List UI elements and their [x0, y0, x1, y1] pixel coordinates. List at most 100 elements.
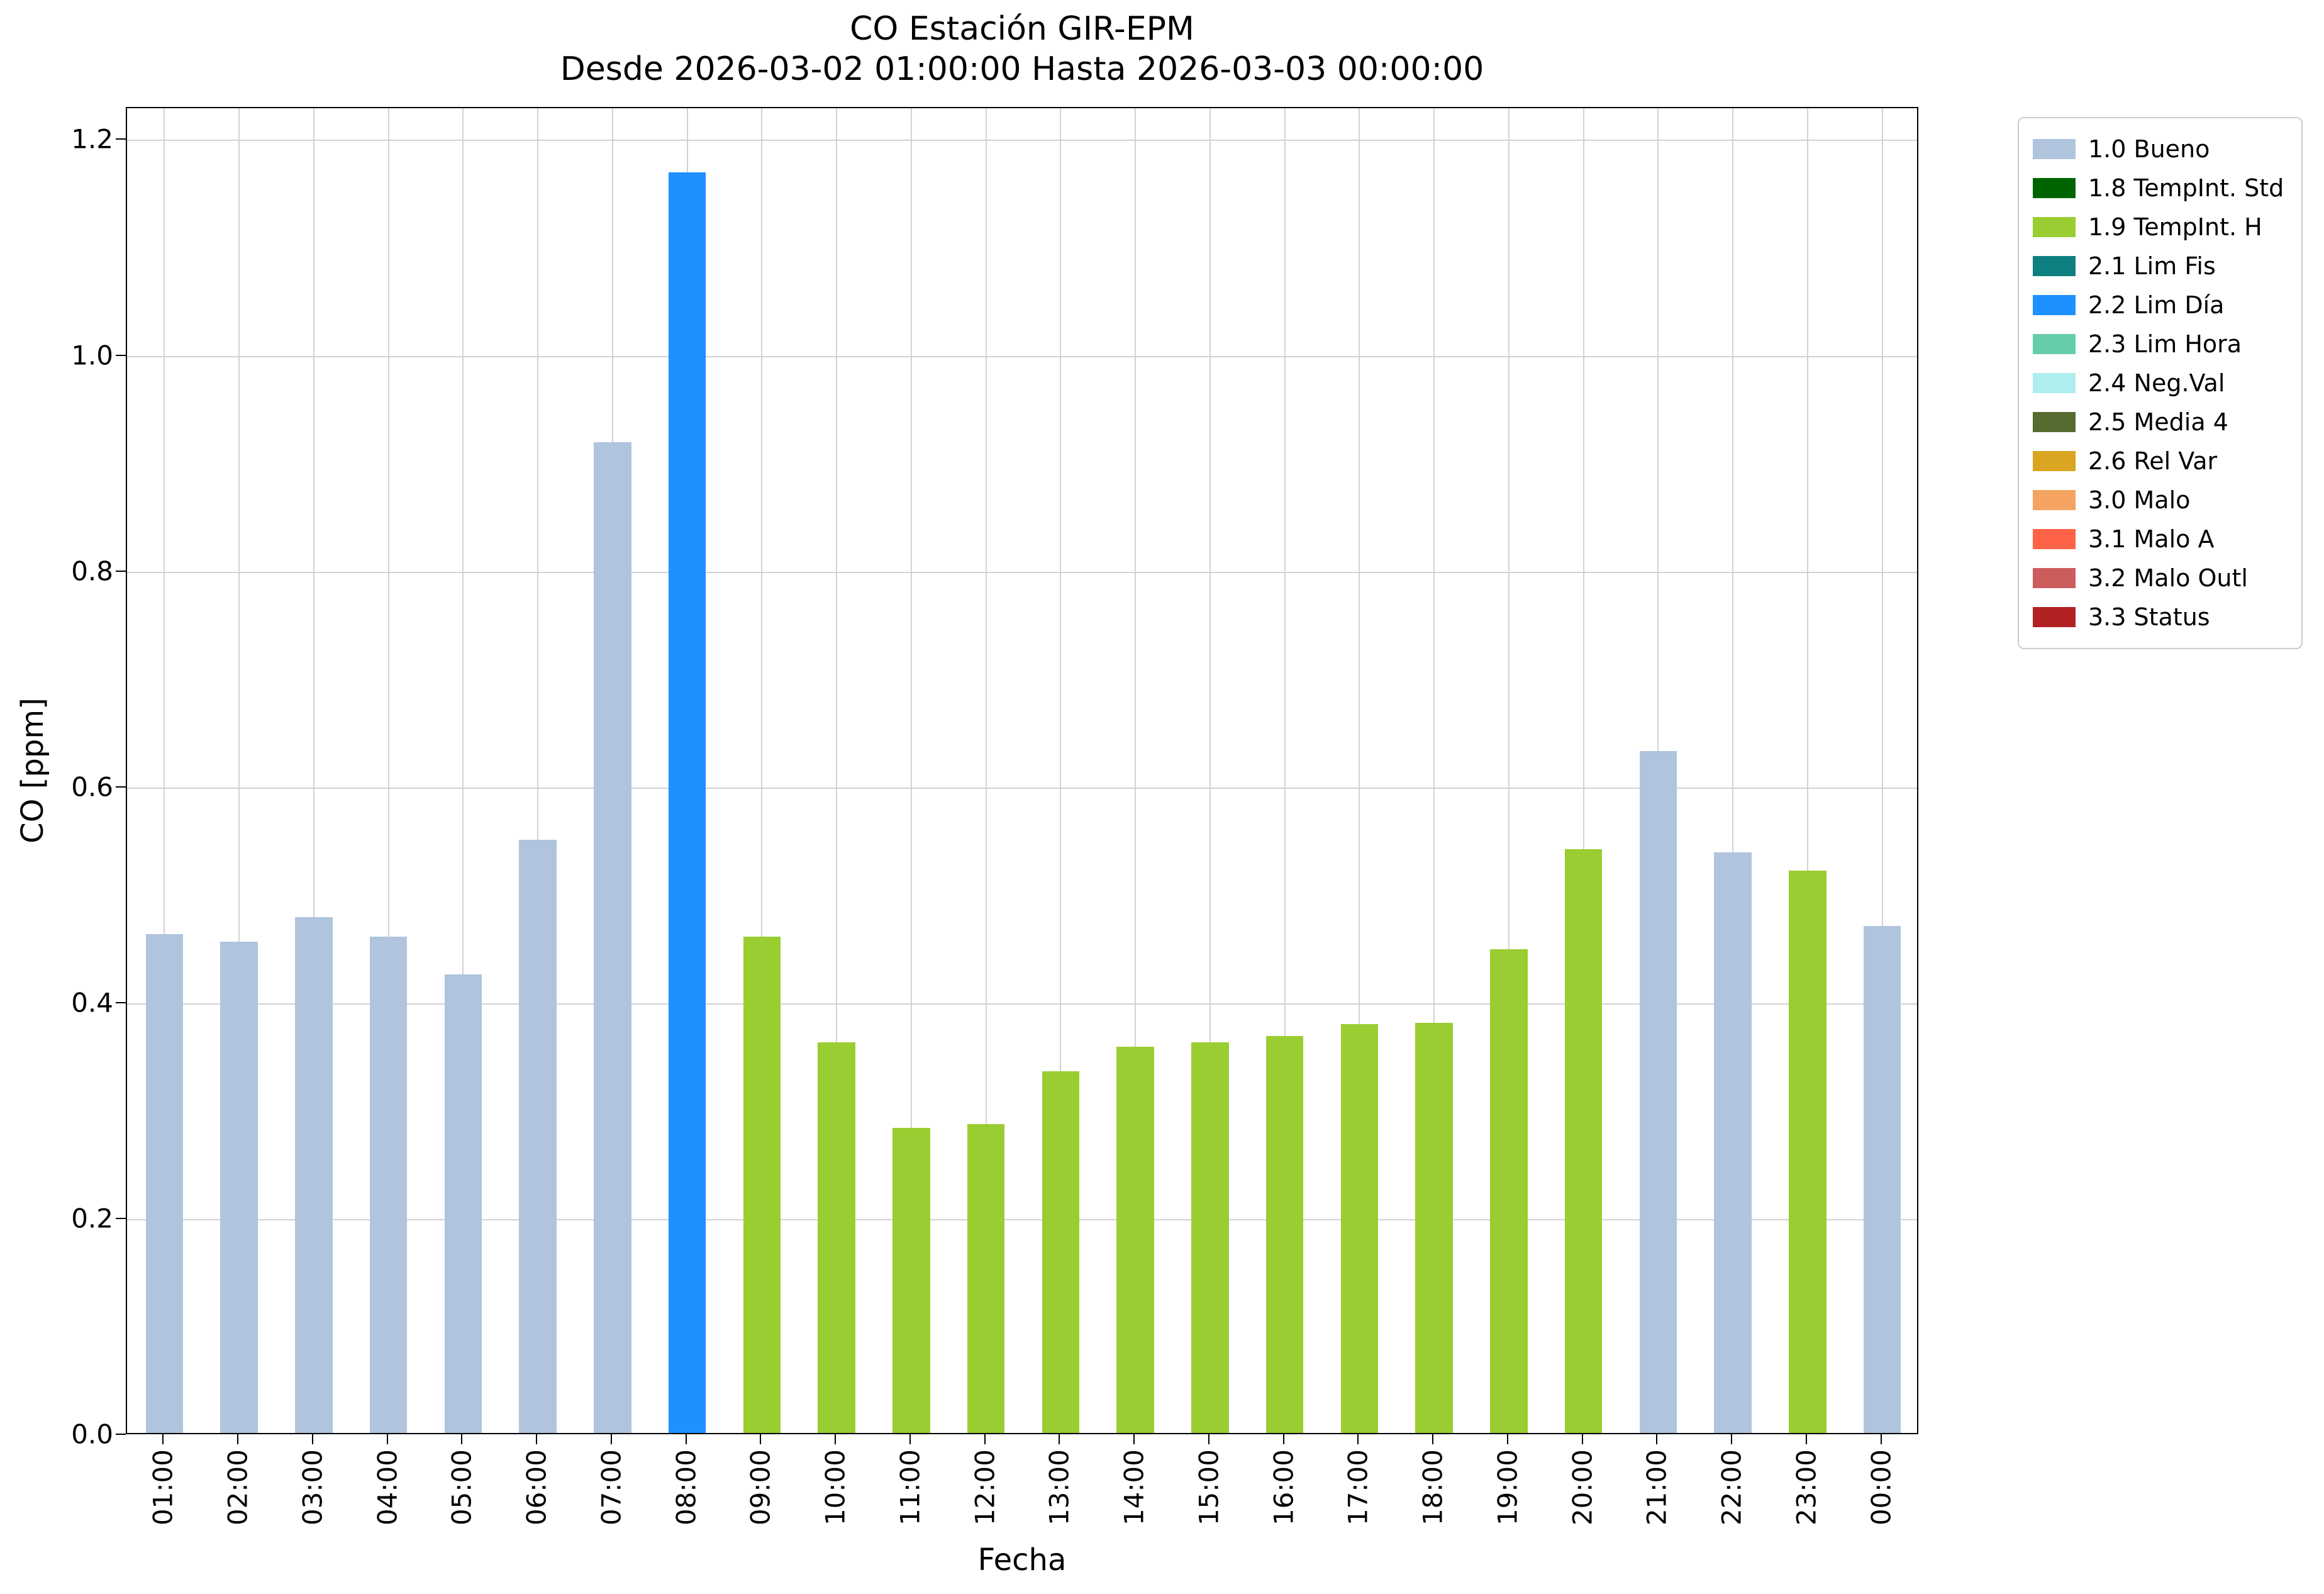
tempint_std-swatch	[2033, 178, 2076, 198]
malo_a-swatch	[2033, 529, 2076, 549]
media_4-swatch	[2033, 412, 2076, 432]
malo-swatch	[2033, 490, 2076, 510]
lim_dia-swatch	[2033, 295, 2076, 315]
bar	[1490, 949, 1528, 1433]
x-tick-label: 18:00	[1417, 1449, 1448, 1526]
rel_var-swatch	[2033, 451, 2076, 471]
v-gridline	[1209, 108, 1211, 1433]
x-tick-label: 09:00	[745, 1449, 776, 1526]
x-tick-label: 12:00	[969, 1449, 1001, 1526]
v-gridline	[387, 108, 389, 1433]
legend-label: 2.4 Neg.Val	[2088, 369, 2225, 397]
neg_val-swatch	[2033, 373, 2076, 393]
bar	[1789, 871, 1826, 1433]
v-gridline	[238, 108, 240, 1433]
bar	[818, 1042, 855, 1433]
x-tick-label: 23:00	[1791, 1449, 1822, 1526]
x-tick-mark	[386, 1434, 388, 1444]
x-tick-mark	[1880, 1434, 1882, 1444]
bar	[220, 942, 258, 1433]
y-tick-mark	[116, 1217, 126, 1219]
x-tick-mark	[311, 1434, 313, 1444]
legend-label: 2.2 Lim Día	[2088, 291, 2225, 319]
bar	[1863, 925, 1901, 1433]
x-tick-label: 21:00	[1641, 1449, 1672, 1526]
h-gridline	[127, 355, 1917, 357]
x-tick-label: 17:00	[1342, 1449, 1374, 1526]
chart-title: CO Estación GIR-EPM	[850, 10, 1194, 48]
x-tick-mark	[1357, 1434, 1359, 1444]
x-tick-mark	[1432, 1434, 1434, 1444]
v-gridline	[985, 108, 987, 1433]
malo_outl-swatch	[2033, 568, 2076, 588]
y-tick-label: 1.2	[71, 123, 113, 155]
y-tick-mark	[116, 1001, 126, 1003]
x-tick-label: 13:00	[1043, 1449, 1075, 1526]
legend-label: 1.0 Bueno	[2088, 135, 2210, 163]
x-tick-mark	[162, 1434, 164, 1444]
legend-label: 3.3 Status	[2088, 603, 2210, 631]
tempint_h-swatch	[2033, 217, 2076, 237]
legend-item: 3.3 Status	[2033, 598, 2284, 637]
legend: 1.0 Bueno 1.8 TempInt. Std 1.9 TempInt. H 2…	[2018, 117, 2303, 649]
v-gridline	[910, 108, 912, 1433]
bar	[519, 839, 557, 1433]
h-gridline	[127, 571, 1917, 573]
status-swatch	[2033, 607, 2076, 627]
legend-item: 2.6 Rel Var	[2033, 442, 2284, 481]
v-gridline	[1582, 108, 1584, 1433]
bar	[668, 172, 706, 1433]
legend-item: 3.2 Malo Outl	[2033, 559, 2284, 598]
x-tick-label: 02:00	[222, 1449, 253, 1526]
x-tick-mark	[461, 1434, 463, 1444]
x-tick-label: 15:00	[1193, 1449, 1225, 1526]
bar	[1340, 1023, 1379, 1433]
legend-label: 3.0 Malo	[2088, 486, 2191, 514]
bar	[1265, 1035, 1304, 1433]
bar	[369, 936, 408, 1433]
x-tick-mark	[1133, 1434, 1135, 1444]
y-tick-mark	[116, 138, 126, 140]
x-tick-label: 01:00	[147, 1449, 179, 1526]
x-axis-label: Fecha	[977, 1542, 1067, 1578]
x-tick-label: 04:00	[372, 1449, 403, 1526]
x-tick-label: 19:00	[1492, 1449, 1523, 1526]
bar	[1714, 852, 1752, 1433]
legend-item: 1.9 TempInt. H	[2033, 208, 2284, 247]
legend-item: 3.1 Malo A	[2033, 520, 2284, 559]
lim_fis-swatch	[2033, 256, 2076, 276]
v-gridline	[1433, 108, 1435, 1433]
x-tick-mark	[909, 1434, 911, 1444]
v-gridline	[1881, 108, 1883, 1433]
bar	[743, 936, 781, 1433]
x-tick-mark	[1731, 1434, 1733, 1444]
x-tick-mark	[1581, 1434, 1583, 1444]
x-tick-mark	[760, 1434, 762, 1444]
y-tick-label: 0.0	[71, 1418, 113, 1450]
x-tick-mark	[610, 1434, 612, 1444]
y-tick-label: 1.0	[71, 340, 113, 371]
bar	[145, 934, 184, 1433]
x-tick-label: 10:00	[820, 1449, 851, 1526]
x-tick-mark	[1805, 1434, 1807, 1444]
legend-label: 2.3 Lim Hora	[2088, 330, 2242, 358]
v-gridline	[537, 108, 539, 1433]
x-tick-mark	[1282, 1434, 1284, 1444]
x-tick-label: 11:00	[894, 1449, 926, 1526]
y-tick-mark	[116, 786, 126, 788]
x-tick-label: 08:00	[670, 1449, 702, 1526]
legend-label: 1.9 TempInt. H	[2088, 213, 2262, 241]
legend-item: 2.4 Neg.Val	[2033, 364, 2284, 403]
legend-label: 3.1 Malo A	[2088, 525, 2215, 553]
legend-item: 2.5 Media 4	[2033, 403, 2284, 442]
x-tick-mark	[1656, 1434, 1658, 1444]
v-gridline	[462, 108, 464, 1433]
bar	[594, 442, 631, 1433]
legend-item: 2.1 Lim Fis	[2033, 247, 2284, 286]
x-tick-mark	[835, 1434, 837, 1444]
x-tick-mark	[1506, 1434, 1508, 1444]
h-gridline	[127, 140, 1917, 142]
lim_hora-swatch	[2033, 334, 2076, 354]
y-axis-label: CO [ppm]	[15, 698, 50, 844]
bar	[892, 1127, 930, 1433]
